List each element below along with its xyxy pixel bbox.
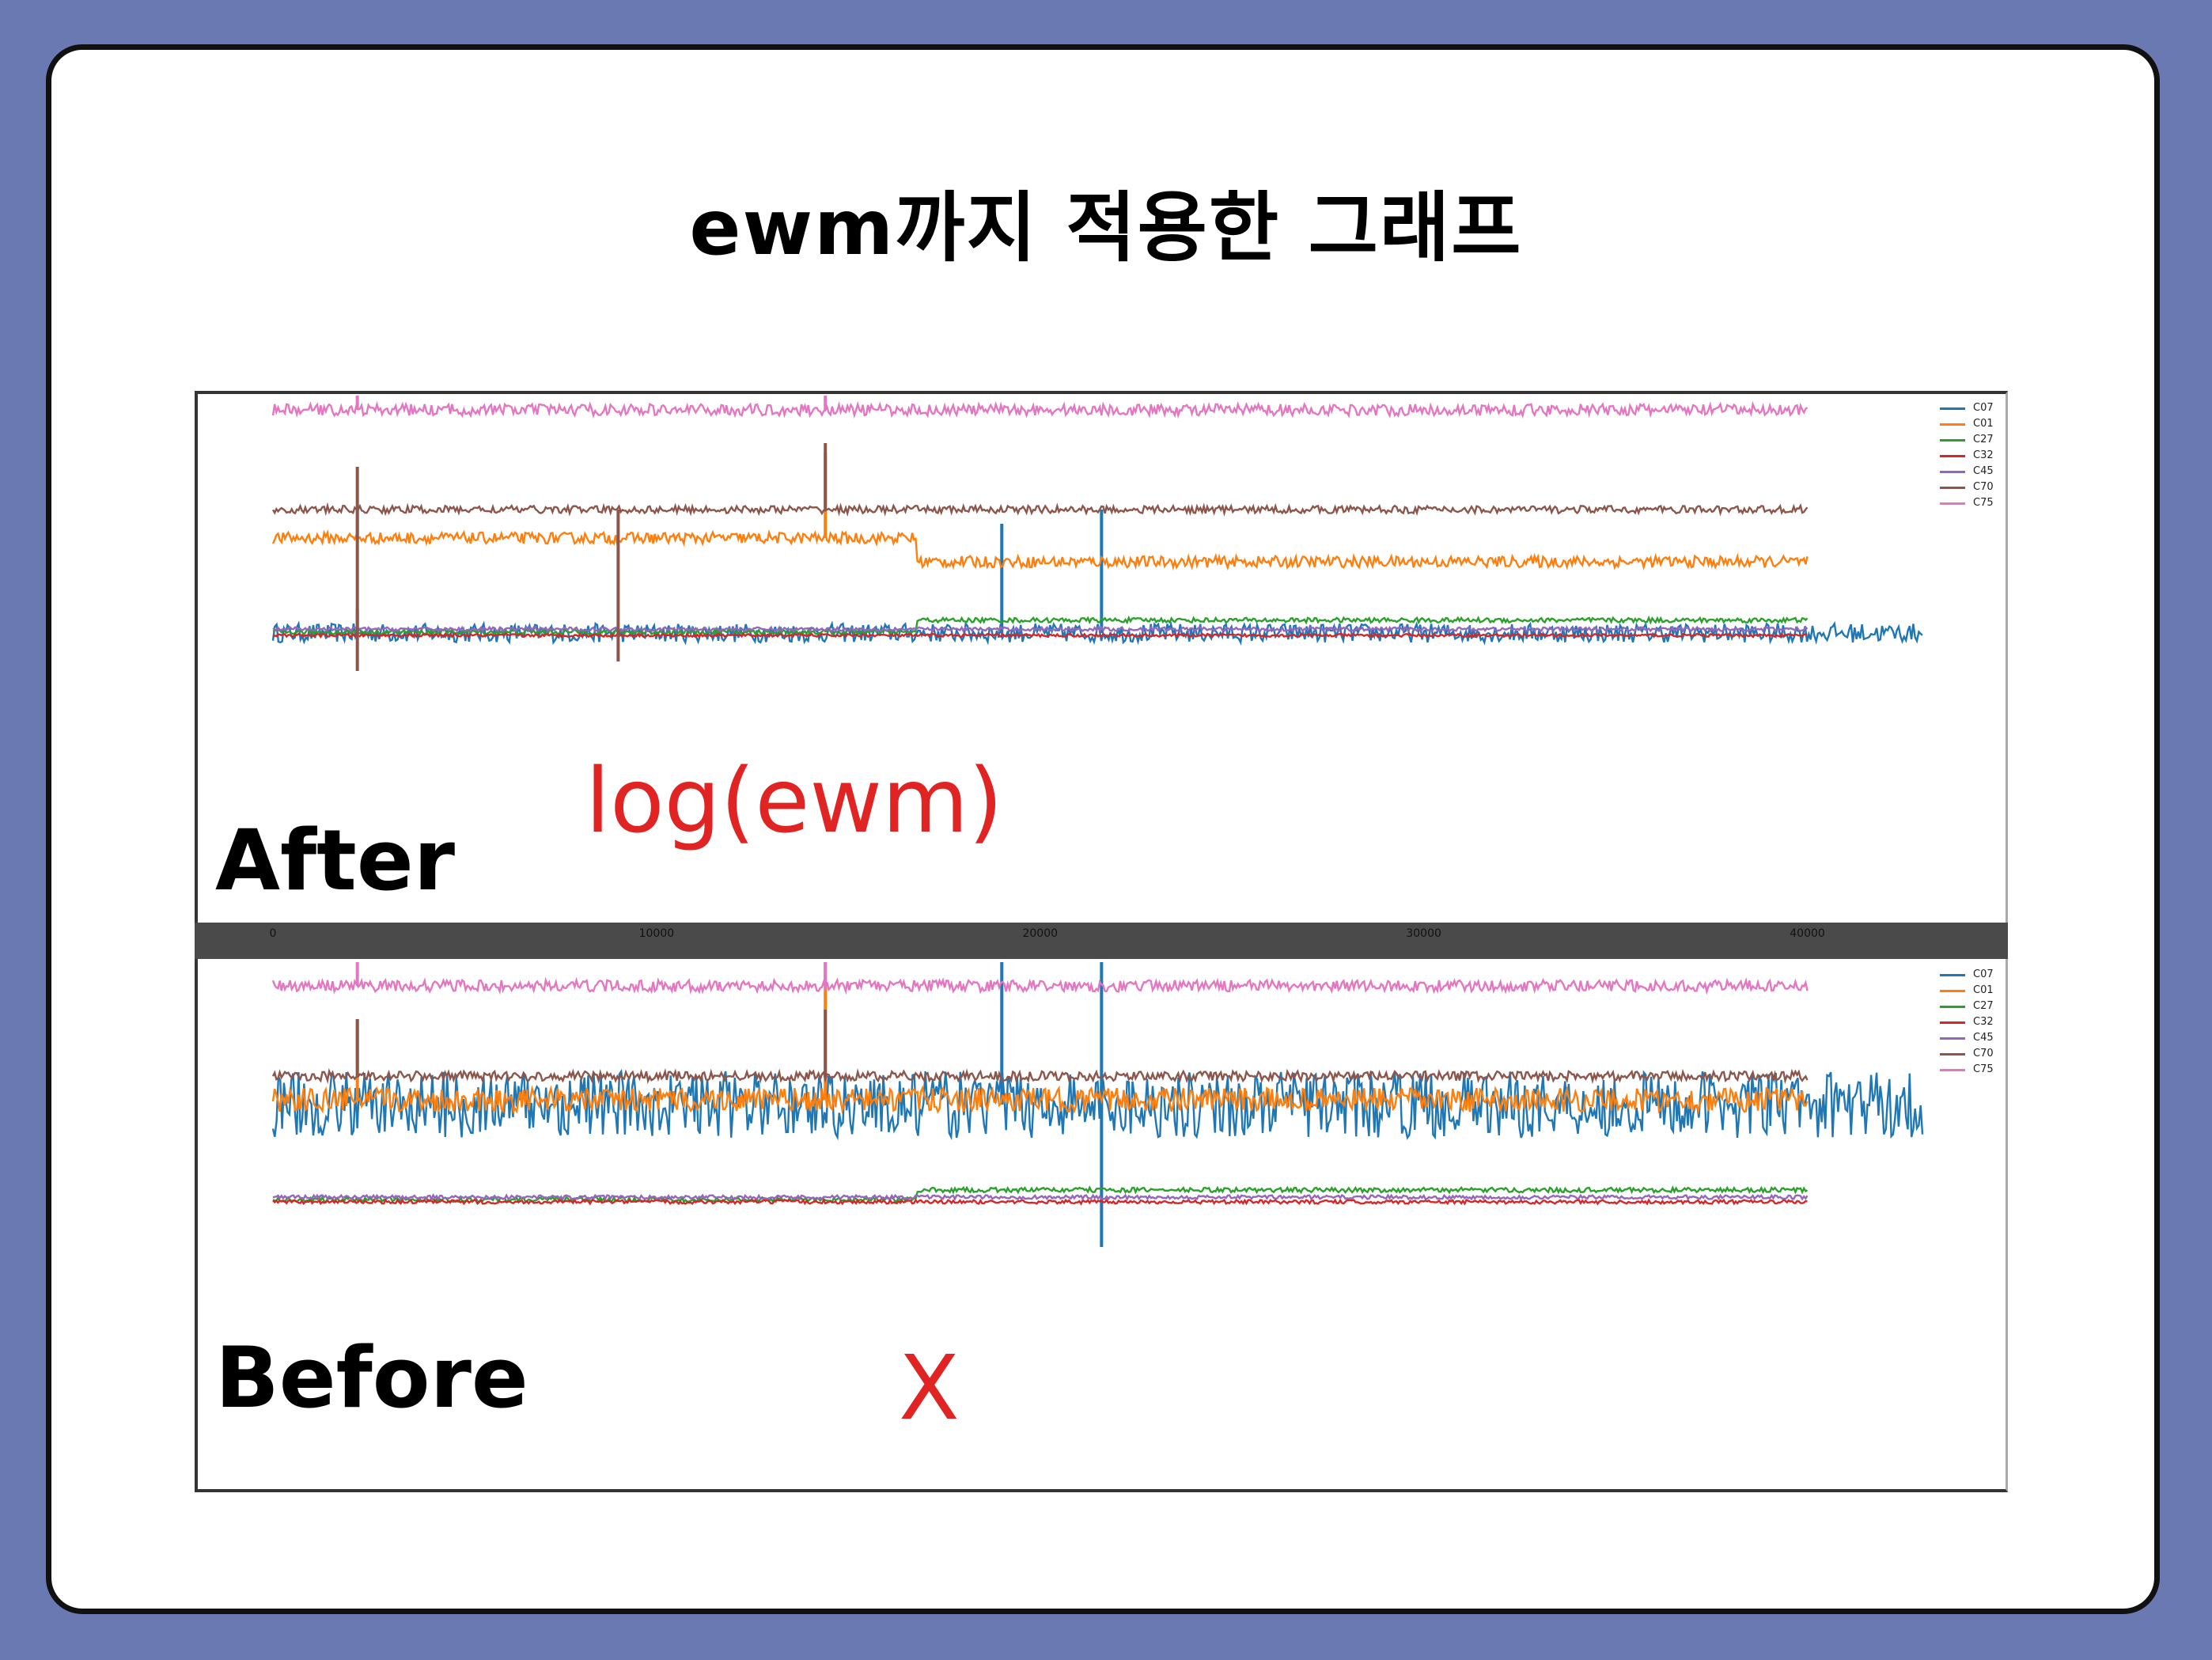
legend-swatch xyxy=(1940,1006,1965,1008)
legend-item-C70: C70 xyxy=(1940,1046,2035,1062)
legend-swatch xyxy=(1940,455,1965,457)
legend-swatch xyxy=(1940,487,1965,489)
slide-title: ewm까지 적용한 그래프 xyxy=(689,184,1523,272)
legend-label: C32 xyxy=(1973,449,1994,461)
series-line-after-C32 xyxy=(272,631,1808,639)
legend-item-C75: C75 xyxy=(1940,495,2035,511)
legend-label: C27 xyxy=(1973,1000,1994,1012)
x-tick-label: 0 xyxy=(269,927,277,940)
legend-swatch xyxy=(1940,1037,1965,1040)
legend-label: C45 xyxy=(1973,1032,1994,1044)
series-line-before-C27 xyxy=(272,1185,1809,1204)
series-line-after-C01 xyxy=(271,529,1809,571)
series-line-before-C32 xyxy=(272,1198,1808,1206)
legend-item-C45: C45 xyxy=(1940,464,2035,479)
legend-label: C75 xyxy=(1973,1063,1994,1075)
series-line-after-C75 xyxy=(271,400,1809,419)
x-tick-label: 10000 xyxy=(638,927,675,940)
series-line-before-C07 xyxy=(271,1068,1924,1141)
legend-swatch xyxy=(1940,423,1965,426)
legend-item-C45: C45 xyxy=(1940,1030,2035,1046)
series-line-after-C45 xyxy=(272,625,1809,634)
legend-swatch xyxy=(1940,471,1965,473)
legend-label: C27 xyxy=(1973,434,1994,445)
x-tick-label: 40000 xyxy=(1790,927,1825,940)
x-tick-label: 20000 xyxy=(1022,927,1059,940)
legend-label: C70 xyxy=(1973,1048,1994,1059)
legend-label: C70 xyxy=(1973,481,1994,493)
legend-label: C75 xyxy=(1973,497,1994,509)
legend-swatch xyxy=(1940,974,1965,976)
series-line-before-C01 xyxy=(271,1085,1809,1115)
legend-label: C32 xyxy=(1973,1016,1994,1028)
legend-label: C45 xyxy=(1973,465,1994,477)
series-line-before-C70 xyxy=(271,1067,1809,1085)
series-line-before-C75 xyxy=(271,976,1809,995)
legend-swatch xyxy=(1940,407,1965,410)
legend-swatch xyxy=(1940,1053,1965,1056)
legend-swatch xyxy=(1940,1021,1965,1024)
series-line-after-C70 xyxy=(271,502,1809,517)
legend-item-C70: C70 xyxy=(1940,479,2035,495)
legend-item-C01: C01 xyxy=(1940,983,2035,999)
legend-swatch xyxy=(1940,439,1965,442)
before-annotation: X xyxy=(899,1337,960,1440)
legend-item-C07: C07 xyxy=(1940,967,2035,983)
legend-item-C27: C27 xyxy=(1940,432,2035,448)
legend-after: C07 C01 C27 C32 C45 C70 C75 xyxy=(1940,400,2035,511)
legend-before: C07 C01 C27 C32 C45 C70 C75 xyxy=(1940,967,2035,1078)
legend-label: C01 xyxy=(1973,984,1994,996)
legend-label: C07 xyxy=(1973,968,1994,980)
legend-item-C27: C27 xyxy=(1940,999,2035,1014)
legend-swatch xyxy=(1940,502,1965,505)
legend-swatch xyxy=(1940,990,1965,992)
legend-item-C75: C75 xyxy=(1940,1062,2035,1078)
before-label: Before xyxy=(215,1329,528,1427)
legend-label: C07 xyxy=(1973,402,1994,414)
x-tick-label: 30000 xyxy=(1406,927,1441,940)
x-axis-bar xyxy=(195,923,2008,959)
series-line-before-C45 xyxy=(272,1193,1809,1202)
legend-item-C07: C07 xyxy=(1940,400,2035,416)
legend-item-C01: C01 xyxy=(1940,416,2035,432)
legend-label: C01 xyxy=(1973,418,1994,430)
legend-item-C32: C32 xyxy=(1940,448,2035,464)
after-annotation: log(ewm) xyxy=(585,750,1003,853)
legend-item-C32: C32 xyxy=(1940,1014,2035,1030)
legend-swatch xyxy=(1940,1069,1965,1071)
after-label: After xyxy=(215,812,455,909)
